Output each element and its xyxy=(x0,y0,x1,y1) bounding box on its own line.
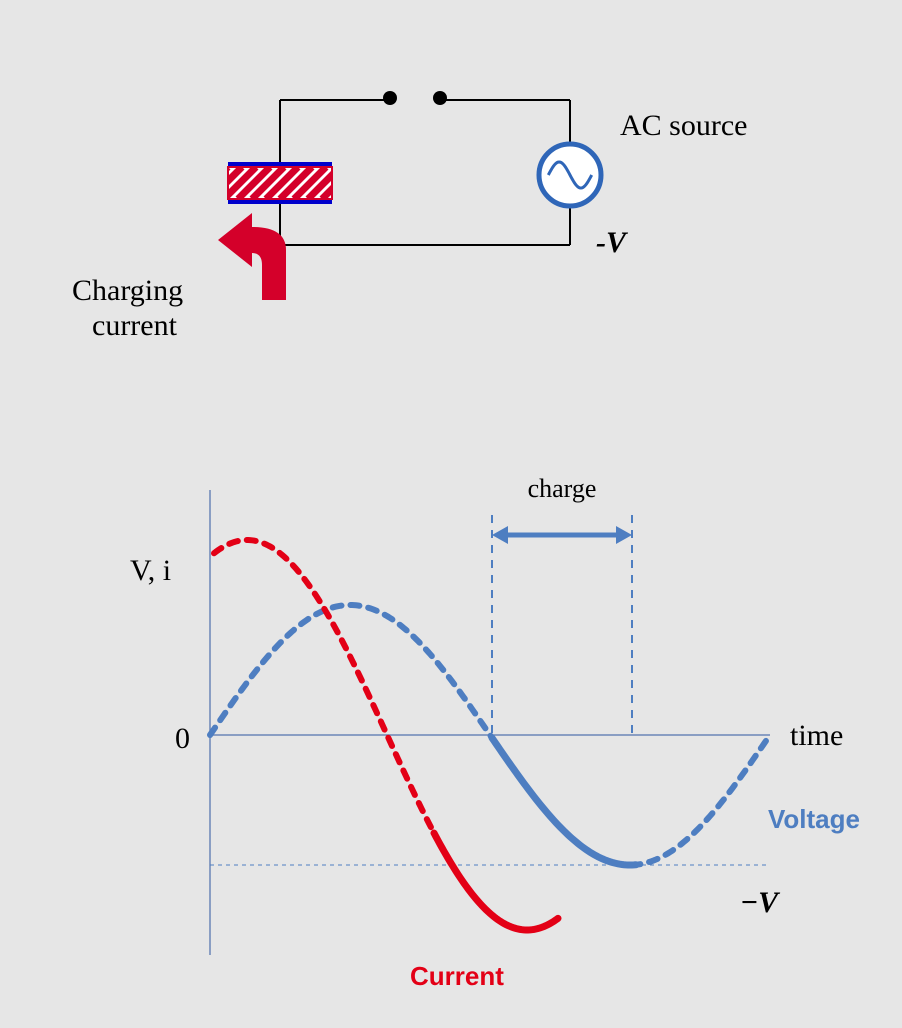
label-charge: charge xyxy=(528,474,597,503)
label-voltage: Voltage xyxy=(768,804,860,834)
label-y-axis: V, i xyxy=(130,554,171,587)
label-charging-line2: current xyxy=(92,309,178,342)
label-ac-source: AC source xyxy=(620,109,747,142)
label-minus-v-source: -V xyxy=(596,226,629,259)
label-time: time xyxy=(790,719,843,752)
terminal-dot-right xyxy=(433,91,447,105)
label-current: Current xyxy=(410,961,504,991)
background xyxy=(0,0,902,1028)
label-zero: 0 xyxy=(175,722,190,755)
diagram-canvas: AC source -V Chargingcurrent V, i 0 time char… xyxy=(0,0,902,1028)
label-charging-line1: Charging xyxy=(72,274,183,307)
label-minus-v: −V xyxy=(740,886,781,919)
terminal-dot-left xyxy=(383,91,397,105)
